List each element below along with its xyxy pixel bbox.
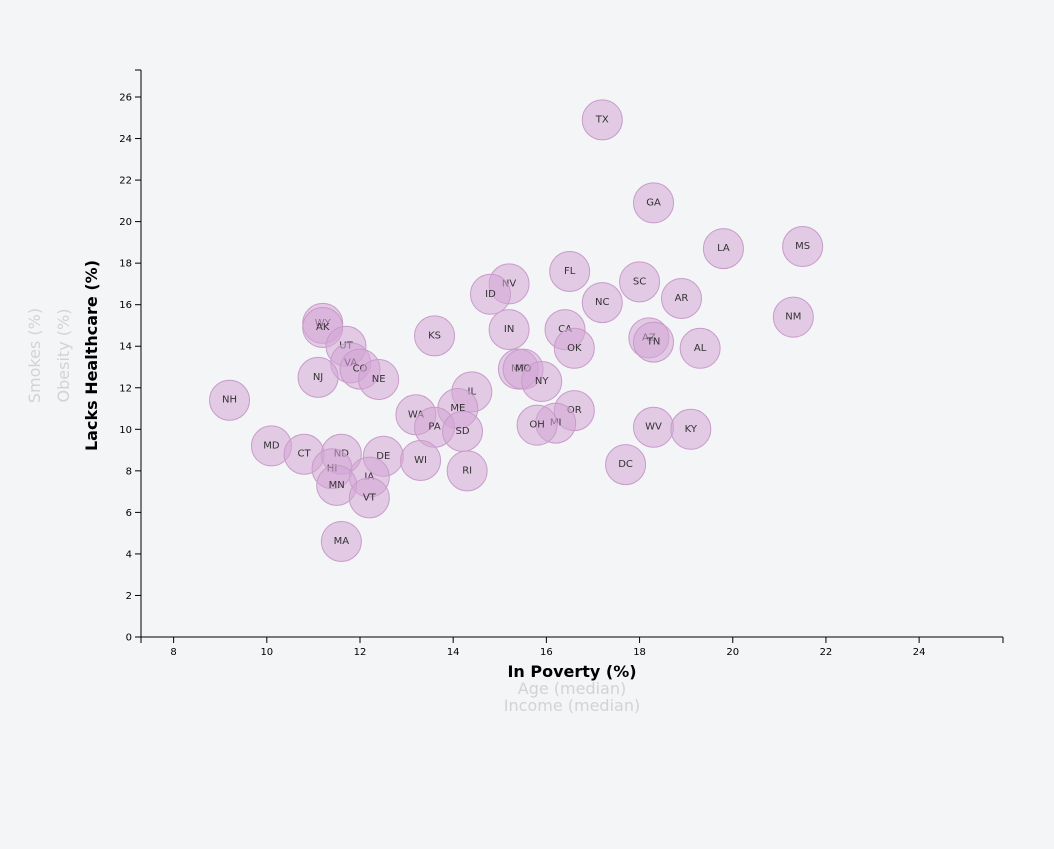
y-tick-label: 14	[119, 342, 132, 353]
x-tick-label: 22	[820, 647, 833, 658]
state-point-la[interactable]: LA	[702, 228, 744, 270]
y-tick-label: 4	[126, 549, 132, 560]
state-point-wv[interactable]: WV	[633, 406, 675, 448]
state-point-ks[interactable]: KS	[414, 315, 456, 357]
state-marker[interactable]	[469, 273, 511, 315]
x-tick-label: 10	[260, 647, 273, 658]
state-marker[interactable]	[633, 321, 675, 363]
state-marker[interactable]	[442, 410, 484, 452]
y-axis-title-option[interactable]: Lacks Healthcare (%)	[82, 260, 101, 451]
state-marker[interactable]	[358, 358, 400, 400]
state-point-vt[interactable]: VT	[348, 477, 390, 519]
state-point-id[interactable]: ID	[469, 273, 511, 315]
state-point-ne[interactable]: NE	[358, 358, 400, 400]
state-marker[interactable]	[320, 520, 362, 562]
y-tick-label: 22	[119, 176, 132, 187]
state-marker[interactable]	[446, 450, 488, 492]
y-tick-label: 2	[126, 591, 132, 602]
state-point-nc[interactable]: NC	[581, 282, 623, 324]
state-marker[interactable]	[516, 404, 558, 446]
x-tick-label: 18	[633, 647, 646, 658]
x-axis-title-option[interactable]: Income (median)	[504, 696, 640, 715]
x-tick-label: 16	[540, 647, 553, 658]
state-point-fl[interactable]: FL	[549, 250, 591, 292]
state-point-ky[interactable]: KY	[670, 408, 712, 450]
x-tick-label: 14	[447, 647, 460, 658]
y-tick-label: 12	[119, 383, 132, 394]
x-tick-label: 24	[913, 647, 926, 658]
state-point-dc[interactable]: DC	[605, 444, 647, 486]
state-point-al[interactable]: AL	[679, 327, 721, 369]
x-axis: 8 10 12 14 16 18 20 22 24	[140, 636, 1004, 658]
y-tick-label: 0	[126, 633, 132, 644]
state-point-ar[interactable]: AR	[660, 277, 702, 319]
y-axis-title-option[interactable]: Smokes (%)	[25, 308, 44, 403]
state-marker[interactable]	[660, 277, 702, 319]
y-tick-label: 26	[119, 93, 132, 104]
x-axis-title-option[interactable]: In Poverty (%)	[507, 662, 636, 681]
state-marker[interactable]	[209, 379, 251, 421]
y-tick-label: 18	[119, 259, 132, 270]
state-point-sc[interactable]: SC	[619, 261, 661, 303]
x-tick-label: 12	[354, 647, 367, 658]
state-marker[interactable]	[488, 309, 530, 351]
state-marker[interactable]	[581, 282, 623, 324]
state-marker[interactable]	[679, 327, 721, 369]
y-tick-label: 16	[119, 300, 132, 311]
state-point-wi[interactable]: WI	[400, 439, 442, 481]
state-marker[interactable]	[581, 99, 623, 141]
state-marker[interactable]	[605, 444, 647, 486]
state-marker[interactable]	[670, 408, 712, 450]
state-point-nj[interactable]: NJ	[297, 356, 339, 398]
state-point-ny[interactable]: NY	[521, 361, 563, 403]
x-axis-titles: In Poverty (%)Age (median)Income (median…	[504, 662, 640, 715]
state-marker[interactable]	[782, 226, 824, 268]
state-point-ma[interactable]: MA	[320, 520, 362, 562]
state-point-tn[interactable]: TN	[633, 321, 675, 363]
y-tick-label: 24	[119, 134, 132, 145]
state-marker[interactable]	[702, 228, 744, 270]
state-point-nh[interactable]: NH	[209, 379, 251, 421]
y-axis-title-option[interactable]: Obesity (%)	[54, 309, 73, 403]
data-points: TXGALAMSFLNVSCIDNCARNMWYAKINCAKSAZTNUTOK…	[209, 99, 824, 562]
y-tick-label: 6	[126, 508, 132, 519]
x-axis-ticks: 8 10 12 14 16 18 20 22 24	[170, 637, 925, 658]
state-marker[interactable]	[553, 327, 595, 369]
state-point-ga[interactable]: GA	[633, 182, 675, 224]
state-marker[interactable]	[633, 182, 675, 224]
state-point-oh[interactable]: OH	[516, 404, 558, 446]
state-point-sd[interactable]: SD	[442, 410, 484, 452]
y-axis-titles: Lacks Healthcare (%) Obesity (%) Smokes (%…	[25, 260, 101, 451]
x-tick-label: 20	[726, 647, 739, 658]
state-marker[interactable]	[400, 439, 442, 481]
y-tick-label: 8	[126, 466, 132, 477]
state-marker[interactable]	[772, 296, 814, 338]
state-point-in[interactable]: IN	[488, 309, 530, 351]
state-marker[interactable]	[414, 315, 456, 357]
state-point-nm[interactable]: NM	[772, 296, 814, 338]
state-marker[interactable]	[633, 406, 675, 448]
state-point-ok[interactable]: OK	[553, 327, 595, 369]
state-point-tx[interactable]: TX	[581, 99, 623, 141]
state-marker[interactable]	[619, 261, 661, 303]
state-marker[interactable]	[297, 356, 339, 398]
y-tick-label: 10	[119, 425, 132, 436]
x-axis-title-option[interactable]: Age (median)	[518, 679, 627, 698]
y-tick-label: 20	[119, 217, 132, 228]
state-point-ms[interactable]: MS	[782, 226, 824, 268]
state-marker[interactable]	[348, 477, 390, 519]
state-marker[interactable]	[521, 361, 563, 403]
state-marker[interactable]	[549, 250, 591, 292]
state-point-ri[interactable]: RI	[446, 450, 488, 492]
x-tick-label: 8	[170, 647, 176, 658]
